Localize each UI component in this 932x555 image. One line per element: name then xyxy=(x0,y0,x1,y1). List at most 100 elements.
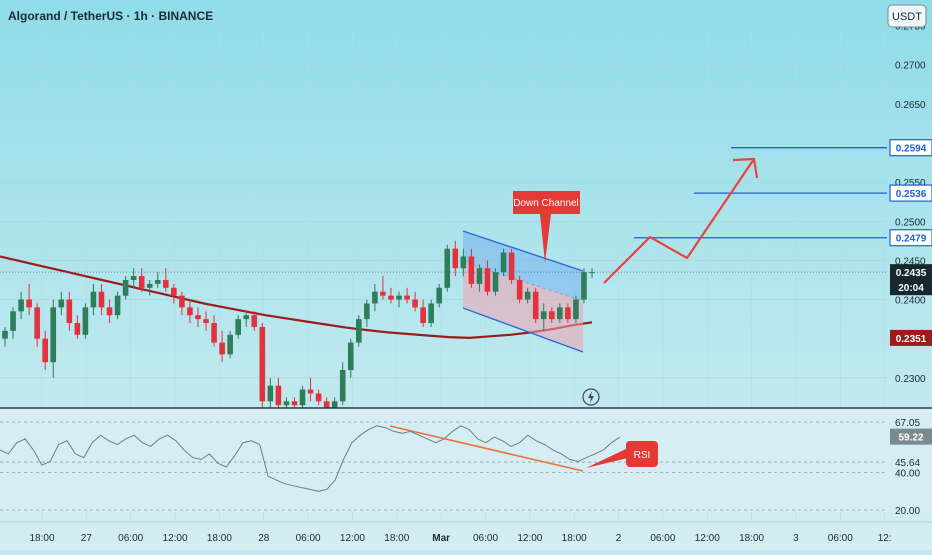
candle-body xyxy=(404,295,410,300)
candle-body xyxy=(179,295,185,308)
time-tick-label: 18:00 xyxy=(29,533,54,544)
candle-body xyxy=(331,401,338,408)
candle-body xyxy=(484,268,491,292)
candle-body xyxy=(492,272,499,292)
candle-body xyxy=(243,315,250,320)
time-tick-label: 3 xyxy=(793,533,799,544)
candle-body xyxy=(82,307,89,335)
candle-body xyxy=(171,287,177,296)
candle-body xyxy=(428,303,434,324)
rsi-line xyxy=(0,425,621,492)
price-tick-label: 0.2650 xyxy=(895,100,926,111)
rsi-badge-box xyxy=(890,428,932,445)
candle-body xyxy=(444,248,451,288)
time-tick-label: 18:00 xyxy=(562,533,587,544)
time-tick-label: 2 xyxy=(616,533,622,544)
candle-body xyxy=(291,401,298,406)
candle-body xyxy=(98,291,105,308)
currency-button[interactable]: USDT xyxy=(887,4,927,28)
candle-body xyxy=(420,307,426,324)
price-tick-label: 0.2550 xyxy=(895,178,926,189)
candle-body xyxy=(227,334,233,355)
time-tick-label: 28 xyxy=(258,533,270,544)
candle-body xyxy=(219,342,225,355)
time-tick-label: 06:00 xyxy=(296,533,321,544)
time-tick-label: 06:00 xyxy=(473,533,498,544)
rsi-label: RSI xyxy=(634,450,651,461)
candle-body xyxy=(114,295,121,316)
candles-layer xyxy=(2,240,595,408)
candle-body xyxy=(283,401,290,406)
candle-body xyxy=(307,389,314,394)
candle-body xyxy=(34,307,40,339)
price-tick-label: 0.2500 xyxy=(895,217,926,228)
candle-body xyxy=(500,252,507,273)
target-lines xyxy=(0,147,887,273)
time-tick-label: 18:00 xyxy=(384,533,409,544)
candle-body xyxy=(58,299,65,308)
candle-body xyxy=(540,311,547,320)
price-badge-label: 0.2479 xyxy=(896,234,927,245)
candle-body xyxy=(106,307,113,316)
rsi-tick-label: 20.00 xyxy=(895,506,920,517)
candle-body xyxy=(524,291,531,300)
channel-bottom-line xyxy=(462,307,584,353)
price-badge-label: 0.2594 xyxy=(896,144,927,155)
candle-body xyxy=(468,256,475,284)
time-tick-label: Mar xyxy=(432,533,450,544)
candle-body xyxy=(508,252,515,280)
price-badge-box xyxy=(889,139,932,157)
rsi-tick-label: 40.00 xyxy=(895,469,920,480)
time-tick-label: 18:00 xyxy=(207,533,232,544)
time-tick-label: 12:00 xyxy=(340,533,365,544)
rsi-tick-label: 67.05 xyxy=(895,418,920,429)
lightning-icon[interactable] xyxy=(582,388,600,406)
candle-body xyxy=(315,393,322,402)
rsi-pane xyxy=(0,407,932,512)
price-badge-label: 0.2435 xyxy=(896,268,927,279)
rsi-background xyxy=(0,408,932,512)
candle-body xyxy=(532,291,539,320)
price-badge-box xyxy=(889,184,932,202)
candle-body xyxy=(50,307,57,363)
price-badge-box xyxy=(889,229,932,247)
down-channel-label: Down Channel xyxy=(513,198,579,209)
candle-body xyxy=(380,291,386,296)
price-badge-label: 0.2351 xyxy=(896,334,927,345)
time-tick-label: 12: xyxy=(878,533,892,544)
candle-body xyxy=(163,279,169,288)
projection-line xyxy=(603,158,755,284)
candle-body xyxy=(90,291,97,308)
candle-body xyxy=(154,279,161,284)
candle-body xyxy=(516,279,523,300)
candle-body xyxy=(187,307,193,316)
ema-line xyxy=(0,255,593,340)
candle-body xyxy=(18,299,24,312)
candle-body xyxy=(2,330,8,339)
time-tick-label: 12:00 xyxy=(695,533,720,544)
candle-body xyxy=(138,276,145,288)
candle-body xyxy=(146,283,153,288)
price-badge-label: 20:04 xyxy=(898,283,924,294)
candle-body xyxy=(452,248,459,269)
candle-body xyxy=(195,315,201,320)
time-tick-label: 12:00 xyxy=(163,533,188,544)
candle-body xyxy=(388,295,394,300)
candle-body xyxy=(460,256,467,269)
time-tick-label: 06:00 xyxy=(828,533,853,544)
rsi-tick-label: 45.64 xyxy=(895,458,920,469)
candle-body xyxy=(74,323,81,335)
price-tick-label: 0.2400 xyxy=(895,296,926,307)
candle-body xyxy=(557,307,563,320)
candle-body xyxy=(323,401,330,408)
chart-title: Algorand / TetherUS · 1h · BINANCE xyxy=(8,9,213,23)
time-tick-label: 12:00 xyxy=(517,533,542,544)
candle-body xyxy=(299,389,306,406)
candle-body xyxy=(436,287,443,304)
candle-body xyxy=(267,385,274,402)
rsi-callout: RSI xyxy=(586,441,658,468)
projection-arrowhead xyxy=(732,157,759,179)
price-tick-label: 0.2300 xyxy=(895,374,926,385)
